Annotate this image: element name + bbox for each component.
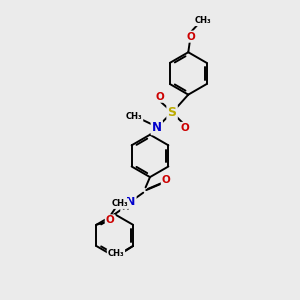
Text: N: N — [126, 196, 136, 206]
Text: O: O — [155, 92, 164, 102]
Text: O: O — [180, 123, 189, 133]
Text: CH₃: CH₃ — [112, 199, 128, 208]
Text: CH₃: CH₃ — [126, 112, 142, 121]
Text: S: S — [168, 106, 177, 119]
Text: O: O — [162, 175, 171, 185]
Text: O: O — [106, 215, 115, 225]
Text: H: H — [121, 203, 129, 212]
Text: O: O — [187, 32, 196, 42]
Text: N: N — [152, 121, 162, 134]
Text: CH₃: CH₃ — [108, 249, 124, 258]
Text: CH₃: CH₃ — [195, 16, 211, 25]
